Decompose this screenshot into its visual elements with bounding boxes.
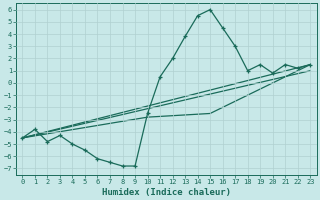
X-axis label: Humidex (Indice chaleur): Humidex (Indice chaleur) [102, 188, 231, 197]
